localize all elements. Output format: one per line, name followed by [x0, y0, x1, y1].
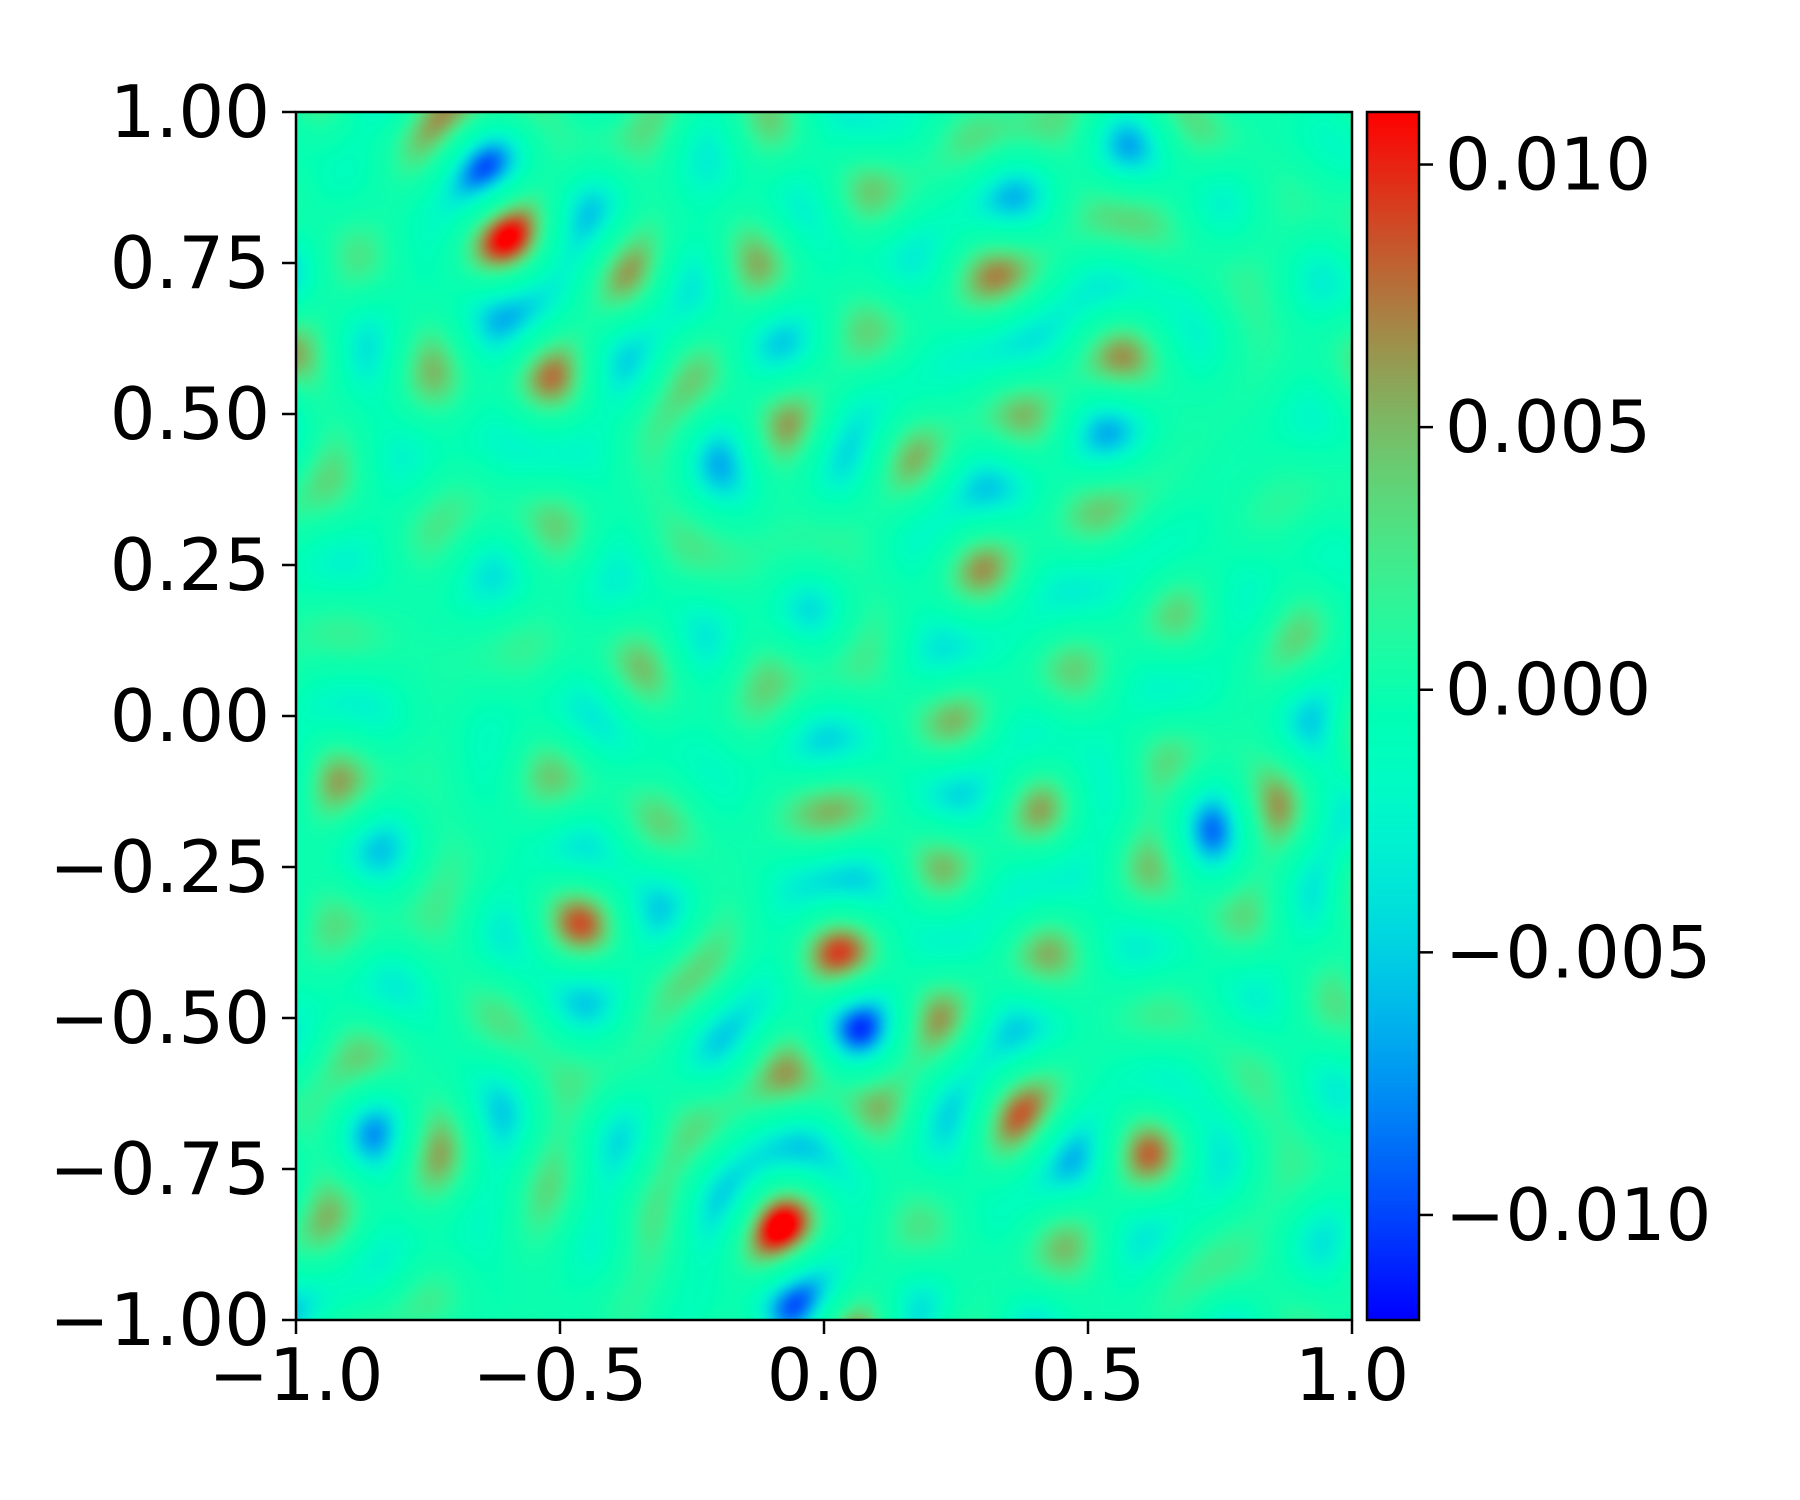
x-tick-label: 1.0 — [1295, 1333, 1410, 1417]
plot-frame — [294, 110, 1354, 1322]
colorbar-frame — [1365, 110, 1421, 1322]
y-tick-label: −0.75 — [49, 1127, 270, 1211]
colorbar-tick-label: 0.005 — [1445, 385, 1651, 469]
x-tick-label: 0.0 — [767, 1333, 882, 1417]
heatmap-image — [296, 112, 1352, 1320]
y-tick-label: 0.50 — [110, 372, 270, 456]
y-tick-label: 0.75 — [110, 221, 270, 305]
y-tick-label: 0.00 — [110, 674, 270, 758]
x-tick-label: −0.5 — [473, 1333, 648, 1417]
x-tick-label: −1.0 — [209, 1333, 384, 1417]
colorbar-gradient — [1367, 112, 1419, 1320]
colorbar-tick-label: 0.010 — [1445, 123, 1651, 207]
y-tick-label: −0.25 — [49, 825, 270, 909]
y-tick-label: −1.00 — [49, 1278, 270, 1362]
colorbar-tick-label: 0.000 — [1445, 648, 1651, 732]
colorbar-tick-label: −0.010 — [1445, 1173, 1711, 1257]
x-axis: −1.0 −0.5 0.0 0.5 1.0 — [209, 1320, 1410, 1417]
x-tick-label: 0.5 — [1031, 1333, 1146, 1417]
y-axis: 1.00 0.75 0.50 0.25 0.00 −0.25 −0.50 −0.75 −1.00 — [49, 70, 296, 1362]
colorbar-axis: 0.010 0.005 0.000 −0.005 −0.010 — [1419, 123, 1711, 1257]
y-tick-label: −0.50 — [49, 976, 270, 1060]
y-tick-label: 1.00 — [110, 70, 270, 154]
y-tick-label: 0.25 — [110, 523, 270, 607]
colorbar-tick-label: −0.005 — [1445, 910, 1711, 994]
